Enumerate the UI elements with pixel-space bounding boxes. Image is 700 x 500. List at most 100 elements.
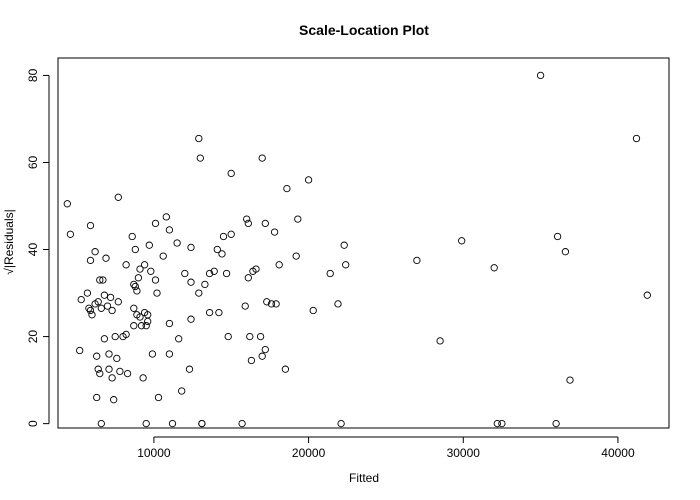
data-point [246,332,254,341]
data-point [536,71,545,80]
data-point [86,221,95,230]
data-point [632,134,641,143]
chart-title: Scale-Location Plot [299,22,429,38]
data-point [154,393,163,402]
data-point [213,245,221,254]
data-point [99,276,107,284]
data-point [85,304,93,312]
data-point [86,306,95,315]
data-point [105,350,113,358]
data-point [110,396,118,404]
data-point [144,317,152,326]
data-point [114,193,122,201]
data-point [178,387,186,395]
data-point [144,311,152,319]
data-point [238,419,246,428]
data-point [205,269,214,278]
data-point [198,419,206,428]
data-point [111,332,119,341]
data-point [96,276,104,284]
data-point [93,393,101,402]
data-point [93,352,101,360]
data-point [77,295,85,304]
data-point [96,369,104,378]
data-point [100,291,109,299]
data-point [294,215,302,223]
data-point [128,232,136,241]
data-point [263,298,271,306]
data-point [261,345,269,354]
data-point [218,250,226,258]
data-point [261,219,269,228]
data-point [108,306,116,315]
data-point [205,308,214,317]
data-point [83,289,92,297]
data-point [142,322,150,330]
data-point [210,267,218,275]
data-point [76,346,84,355]
data-point [553,232,562,241]
data-point [643,291,651,299]
data-point [94,365,102,373]
data-point [91,248,99,256]
data-point [165,350,174,358]
data-point [102,254,110,262]
data-point [94,298,102,306]
data-point [340,241,348,249]
data-point [114,298,122,306]
data-point [137,322,146,330]
data-point [148,350,157,358]
x-axis: 10000 20000 30000 40000 [137,436,635,460]
data-point [196,154,204,162]
data-point [130,322,138,330]
data-point [175,335,183,343]
x-tick-label: 30000 [447,446,481,460]
y-axis-label: √|Residuals| [2,209,16,275]
data-point [283,184,291,193]
data-point [97,419,105,428]
data-point [103,302,112,310]
data-point [153,289,161,297]
data-point [334,300,342,308]
data-point [165,226,174,234]
data-point [122,261,130,269]
data-point [566,376,574,384]
data-point [131,245,139,254]
data-point [136,313,144,321]
data-point [244,274,252,282]
data-point [123,369,132,378]
data-point [86,256,95,265]
data-point [63,200,71,208]
data-point [133,287,141,295]
data-point [342,261,350,269]
data-point [281,365,290,373]
data-point [326,269,334,278]
data-point [142,419,150,428]
data-point [159,252,167,260]
data-point [219,232,228,241]
data-point [552,419,560,428]
data-point [105,365,113,373]
data-point [241,302,249,310]
data-point [436,337,444,345]
data-point [413,256,421,265]
data-point [147,267,155,275]
data-point [258,352,266,360]
data-point [275,261,283,269]
data-point [187,315,195,323]
data-point [227,230,235,238]
data-point [130,304,138,312]
data-point [151,219,160,228]
data-point [222,269,231,278]
data-point [304,176,313,184]
data-point [162,213,170,221]
data-point [136,265,144,273]
data-point [243,215,251,223]
y-tick-label: 60 [26,155,40,169]
data-point [116,367,124,376]
data-point [458,237,466,245]
data-point [145,241,153,249]
data-point [187,243,195,252]
x-tick-label: 40000 [601,446,635,460]
